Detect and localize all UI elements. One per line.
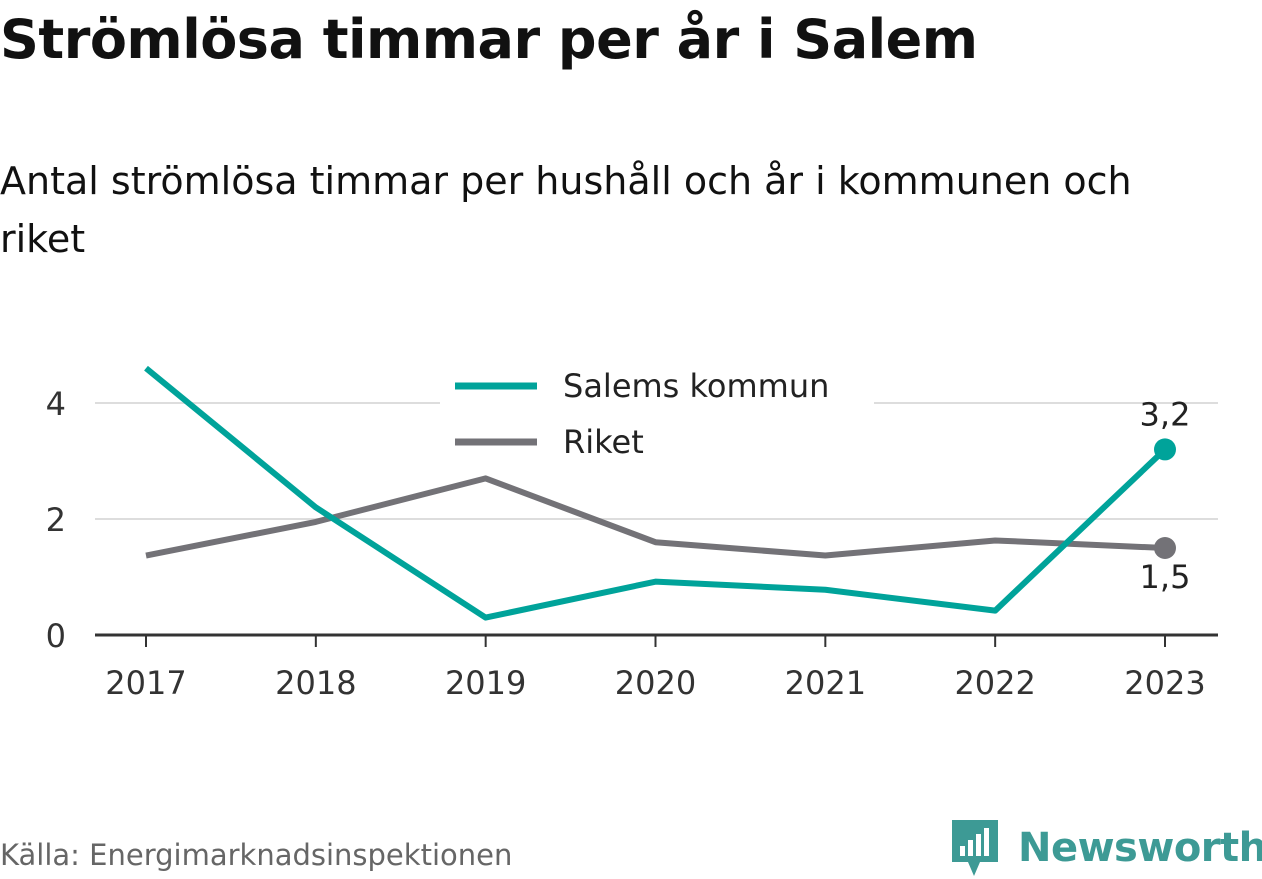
legend: Salems kommun Riket — [440, 358, 874, 470]
series-line-salems-kommun — [144, 365, 1168, 621]
data-labels: 3,2 1,5 — [1140, 395, 1191, 596]
x-tick-label: 2017 — [105, 664, 186, 702]
x-tick-label: 2021 — [785, 664, 866, 702]
x-tick-label: 2023 — [1124, 664, 1205, 702]
end-point-salems-kommun — [1154, 438, 1176, 461]
end-point-riket — [1154, 537, 1176, 559]
legend-label: Salems kommun — [563, 367, 829, 405]
brand-logo: Newsworthy — [950, 818, 1262, 878]
brand-name: Newsworthy — [1018, 825, 1262, 871]
series-lines — [144, 365, 1176, 621]
x-tick-label: 2020 — [615, 664, 696, 702]
source-note: Källa: Energimarknadsinspektionen — [0, 838, 513, 872]
line-chart: 0 2 4 2017 2018 2019 2020 2021 2022 2023 Salems k… — [45, 358, 1218, 702]
x-axis: 0 2 4 2017 2018 2019 2020 2021 2022 2023 — [46, 385, 1218, 702]
y-tick-label: 0 — [46, 617, 66, 655]
data-label-riket: 1,5 — [1140, 558, 1191, 596]
y-tick-label: 2 — [46, 501, 66, 539]
chart-subtitle: Antal strömlösa timmar per hushåll och å… — [0, 159, 1132, 261]
x-tick-label: 2022 — [954, 664, 1035, 702]
y-tick-label: 4 — [46, 385, 66, 423]
chart-title: Strömlösa timmar per år i Salem — [0, 8, 978, 71]
newsworthy-logo-icon — [952, 820, 998, 876]
x-tick-label: 2018 — [275, 664, 356, 702]
x-tick-label: 2019 — [445, 664, 526, 702]
data-label-salems-kommun: 3,2 — [1140, 395, 1191, 433]
legend-label: Riket — [563, 423, 644, 461]
series-line-riket — [145, 475, 1166, 559]
legend-background — [440, 358, 874, 470]
